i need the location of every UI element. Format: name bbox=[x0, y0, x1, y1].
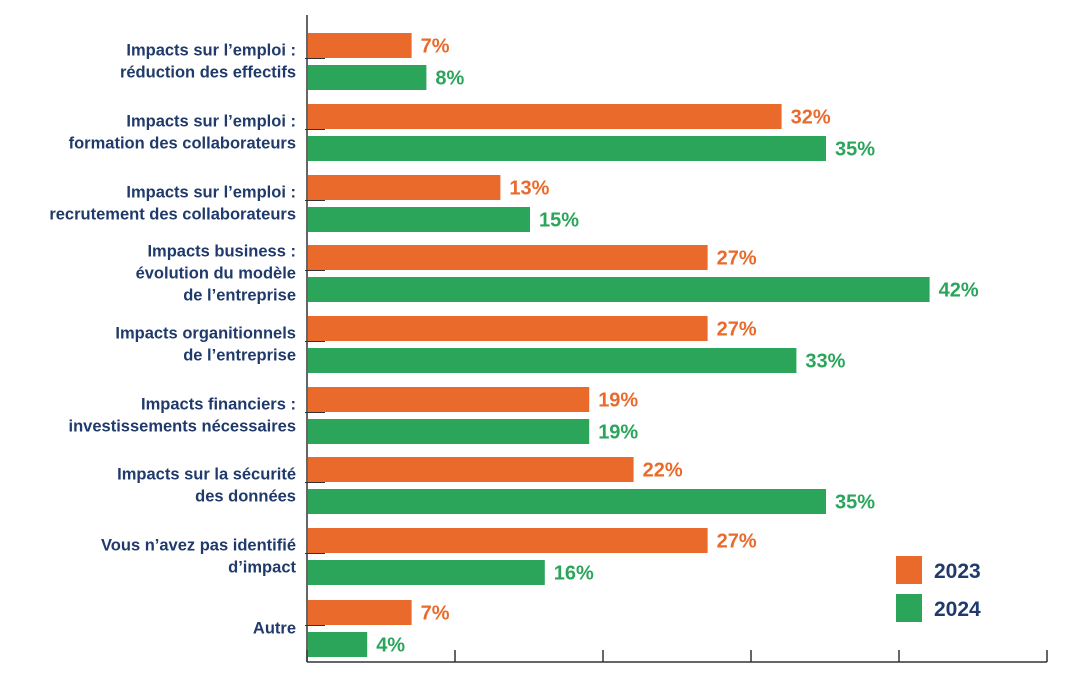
category-label-line: Impacts sur l’emploi : bbox=[126, 42, 296, 60]
legend-label-2023: 2023 bbox=[934, 560, 981, 583]
bar-2024 bbox=[308, 65, 427, 90]
data-label-2023: 7% bbox=[421, 36, 450, 58]
category-label: Impacts financiers : investissements néce… bbox=[69, 396, 296, 436]
data-label-2024: 15% bbox=[539, 210, 579, 232]
category-label: Impacts sur l’emploi : formation des coll… bbox=[69, 113, 296, 153]
data-label-2024: 4% bbox=[376, 635, 405, 657]
bar-2023 bbox=[308, 245, 708, 270]
category-label-line: Impacts sur l’emploi : bbox=[126, 113, 296, 131]
legend-swatch-2024 bbox=[896, 594, 922, 622]
category-label: Vous n’avez pas identifié d’impact bbox=[101, 537, 296, 577]
legend-label-2024: 2024 bbox=[934, 598, 981, 621]
bar-2024 bbox=[308, 560, 545, 585]
bar-2024 bbox=[308, 632, 368, 657]
legend: 2023 2024 bbox=[896, 556, 981, 622]
bar-2023 bbox=[308, 33, 412, 58]
bar-2023 bbox=[308, 457, 634, 482]
category-label: Impacts sur la sécurité des données bbox=[117, 466, 296, 506]
data-label-2023: 19% bbox=[598, 390, 638, 412]
bar-2023 bbox=[308, 387, 590, 412]
category-label: Autre bbox=[253, 620, 296, 638]
data-label-2023: 32% bbox=[791, 107, 831, 129]
labels: Impacts sur l’emploi : réduction des effe… bbox=[49, 36, 979, 657]
bar-2024 bbox=[308, 136, 826, 161]
category-label-line: Impacts financiers : bbox=[141, 396, 296, 414]
data-label-2024: 35% bbox=[835, 139, 875, 161]
bar-2024 bbox=[308, 277, 930, 302]
legend-swatch-2023 bbox=[896, 556, 922, 584]
category-label-line: de l’entreprise bbox=[183, 287, 296, 305]
bar-2023 bbox=[308, 600, 412, 625]
bar-2023 bbox=[308, 528, 708, 553]
bars bbox=[308, 33, 930, 657]
bar-2023 bbox=[308, 175, 501, 200]
category-label-line: Impacts sur l’emploi : bbox=[126, 184, 296, 202]
bar-2024 bbox=[308, 348, 797, 373]
category-label: Impacts organitionnels de l’entreprise bbox=[115, 325, 296, 365]
data-label-2023: 13% bbox=[509, 178, 549, 200]
bar-2024 bbox=[308, 419, 590, 444]
bar-2023 bbox=[308, 104, 782, 129]
category-label-line: évolution du modèle bbox=[136, 265, 296, 283]
category-label-line: réduction des effectifs bbox=[120, 64, 296, 82]
category-label-line: de l’entreprise bbox=[183, 347, 296, 365]
data-label-2024: 16% bbox=[554, 563, 594, 585]
axis bbox=[305, 15, 1048, 663]
bar-2024 bbox=[308, 207, 530, 232]
data-label-2023: 27% bbox=[717, 531, 757, 553]
bar-2024 bbox=[308, 489, 826, 514]
data-label-2024: 19% bbox=[598, 422, 638, 444]
category-label-line: Autre bbox=[253, 620, 296, 638]
category-label-line: d’impact bbox=[228, 559, 296, 577]
bar-2023 bbox=[308, 316, 708, 341]
data-label-2024: 35% bbox=[835, 492, 875, 514]
data-label-2024: 42% bbox=[939, 280, 979, 302]
category-label-line: investissements nécessaires bbox=[69, 418, 296, 436]
data-label-2023: 7% bbox=[421, 603, 450, 625]
category-label-line: Impacts organitionnels bbox=[115, 325, 296, 343]
category-label: Impacts sur l’emploi : réduction des effe… bbox=[120, 42, 296, 82]
category-label-line: Impacts business : bbox=[147, 243, 296, 261]
data-label-2024: 33% bbox=[805, 351, 845, 373]
category-label: Impacts business : évolution du modèle de … bbox=[136, 243, 296, 305]
category-label-line: Vous n’avez pas identifié bbox=[101, 537, 296, 555]
category-label-line: formation des collaborateurs bbox=[69, 135, 296, 153]
category-label-line: Impacts sur la sécurité bbox=[117, 466, 296, 484]
data-label-2023: 27% bbox=[717, 248, 757, 270]
category-label-line: recrutement des collaborateurs bbox=[49, 206, 296, 224]
category-label-line: des données bbox=[195, 488, 296, 506]
data-label-2024: 8% bbox=[435, 68, 464, 90]
data-label-2023: 22% bbox=[643, 460, 683, 482]
category-label: Impacts sur l’emploi : recrutement des co… bbox=[49, 184, 296, 224]
data-label-2023: 27% bbox=[717, 319, 757, 341]
